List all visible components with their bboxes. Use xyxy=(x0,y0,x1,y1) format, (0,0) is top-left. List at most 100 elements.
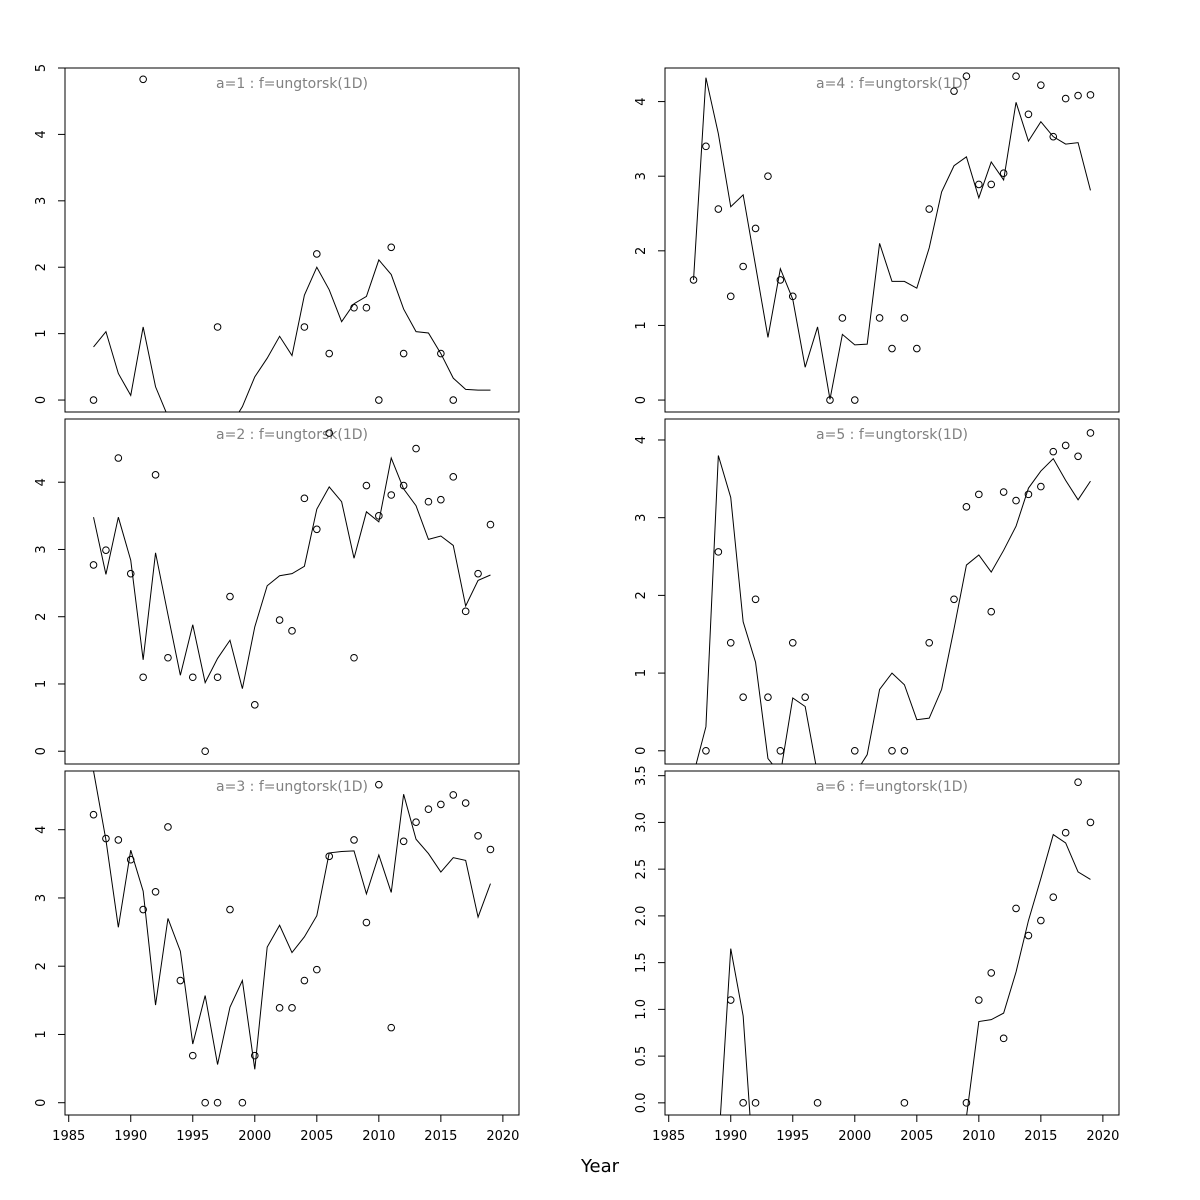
observation-point xyxy=(714,205,723,213)
x-tick-label: 2010 xyxy=(962,1129,995,1144)
observation-point xyxy=(424,497,433,506)
observation-point xyxy=(461,607,470,616)
observation-point xyxy=(751,1099,760,1107)
observation-point xyxy=(1012,496,1020,505)
observation-point xyxy=(1049,132,1058,141)
observation-point xyxy=(201,747,209,756)
y-tick-label: 0 xyxy=(34,747,49,755)
observation-point xyxy=(1086,429,1095,437)
observation-point xyxy=(288,1004,296,1012)
y-tick-label: 4 xyxy=(34,478,49,486)
y-tick-label: 1.0 xyxy=(634,999,649,1020)
observation-point xyxy=(850,396,859,404)
y-tick-label: 0 xyxy=(634,396,649,404)
observation-point xyxy=(486,520,495,529)
observation-point xyxy=(925,205,934,213)
y-tick-label: 0 xyxy=(34,1099,49,1107)
observation-point xyxy=(226,592,234,601)
y-tick-label: 0 xyxy=(634,747,649,755)
x-tick-label: 1985 xyxy=(652,1129,685,1144)
observation-point xyxy=(838,314,847,322)
y-tick-label: 2 xyxy=(34,263,49,271)
y-tick-label: 3 xyxy=(634,172,649,180)
observation-point xyxy=(89,396,98,404)
observation-point xyxy=(875,314,884,322)
plot-frame xyxy=(64,67,520,413)
y-tick-label: 4 xyxy=(34,130,49,138)
plot-area xyxy=(89,429,495,756)
observation-point xyxy=(962,1099,971,1107)
y-tick-label: 5 xyxy=(34,64,49,72)
panel-title: a=1 : f=ungtorsk(1D) xyxy=(216,76,368,92)
observation-point xyxy=(350,303,358,312)
observation-point xyxy=(888,344,896,353)
observation-point xyxy=(213,1098,222,1107)
observation-point xyxy=(300,976,309,985)
fit-line xyxy=(693,77,1091,400)
plot-frame xyxy=(664,770,1120,1116)
fit-line xyxy=(719,833,1091,1115)
observation-point xyxy=(751,224,760,233)
observation-point xyxy=(449,791,458,799)
observation-point xyxy=(1049,893,1058,901)
observation-point xyxy=(213,323,222,331)
observation-point xyxy=(950,595,958,604)
observation-point xyxy=(325,429,334,437)
observation-point xyxy=(788,638,797,647)
fit-line xyxy=(93,771,491,1070)
observation-point xyxy=(999,169,1008,178)
observation-point xyxy=(975,180,983,189)
x-tick-label: 1995 xyxy=(176,1129,209,1144)
observation-point xyxy=(151,888,160,896)
observation-point xyxy=(102,834,110,843)
observation-point xyxy=(275,1004,284,1012)
observation-point xyxy=(412,444,420,453)
observation-point xyxy=(1086,818,1095,827)
observation-point xyxy=(925,638,934,647)
plot-area xyxy=(89,75,491,412)
observation-point xyxy=(139,673,147,682)
observation-point xyxy=(89,561,98,569)
y-tick-label: 0 xyxy=(34,396,49,404)
plot-frame xyxy=(64,770,520,1116)
observation-point xyxy=(164,653,172,662)
observation-point xyxy=(726,638,735,647)
observation-point xyxy=(788,292,797,301)
observation-point xyxy=(486,845,495,854)
y-tick-label: 0.0 xyxy=(634,1093,649,1114)
y-tick-label: 1 xyxy=(34,1030,49,1038)
observation-point xyxy=(275,616,284,624)
panel-title: a=5 : f=ungtorsk(1D) xyxy=(816,427,968,443)
observation-point xyxy=(449,396,458,404)
observation-point xyxy=(1024,490,1033,499)
plot-area xyxy=(719,778,1095,1115)
observation-point xyxy=(1012,904,1020,913)
y-tick-label: 1.5 xyxy=(634,952,649,973)
observation-point xyxy=(900,1099,909,1107)
observation-point xyxy=(151,471,160,479)
observation-point xyxy=(801,693,809,701)
y-tick-label: 2.0 xyxy=(634,906,649,927)
plot-area xyxy=(89,771,495,1107)
x-tick-label: 2000 xyxy=(838,1129,871,1144)
observation-point xyxy=(1037,916,1045,925)
y-tick-label: 2 xyxy=(634,247,649,255)
observation-point xyxy=(102,546,110,554)
x-tick-label: 2015 xyxy=(1024,1129,1057,1144)
observation-point xyxy=(962,72,971,81)
observation-point xyxy=(739,262,747,271)
observation-point xyxy=(313,965,321,974)
y-tick-label: 3.5 xyxy=(634,765,649,786)
observation-point xyxy=(739,693,747,701)
observation-point xyxy=(1061,94,1070,103)
observation-point xyxy=(139,905,147,914)
x-axis-label: Year xyxy=(580,1156,620,1177)
observation-point xyxy=(900,314,909,322)
observation-point xyxy=(387,1023,396,1032)
observation-point xyxy=(987,969,996,977)
observation-point xyxy=(362,481,371,490)
observation-point xyxy=(250,701,259,709)
observation-point xyxy=(751,595,760,604)
observation-point xyxy=(1024,931,1033,940)
panel-title: a=6 : f=ungtorsk(1D) xyxy=(816,779,968,795)
